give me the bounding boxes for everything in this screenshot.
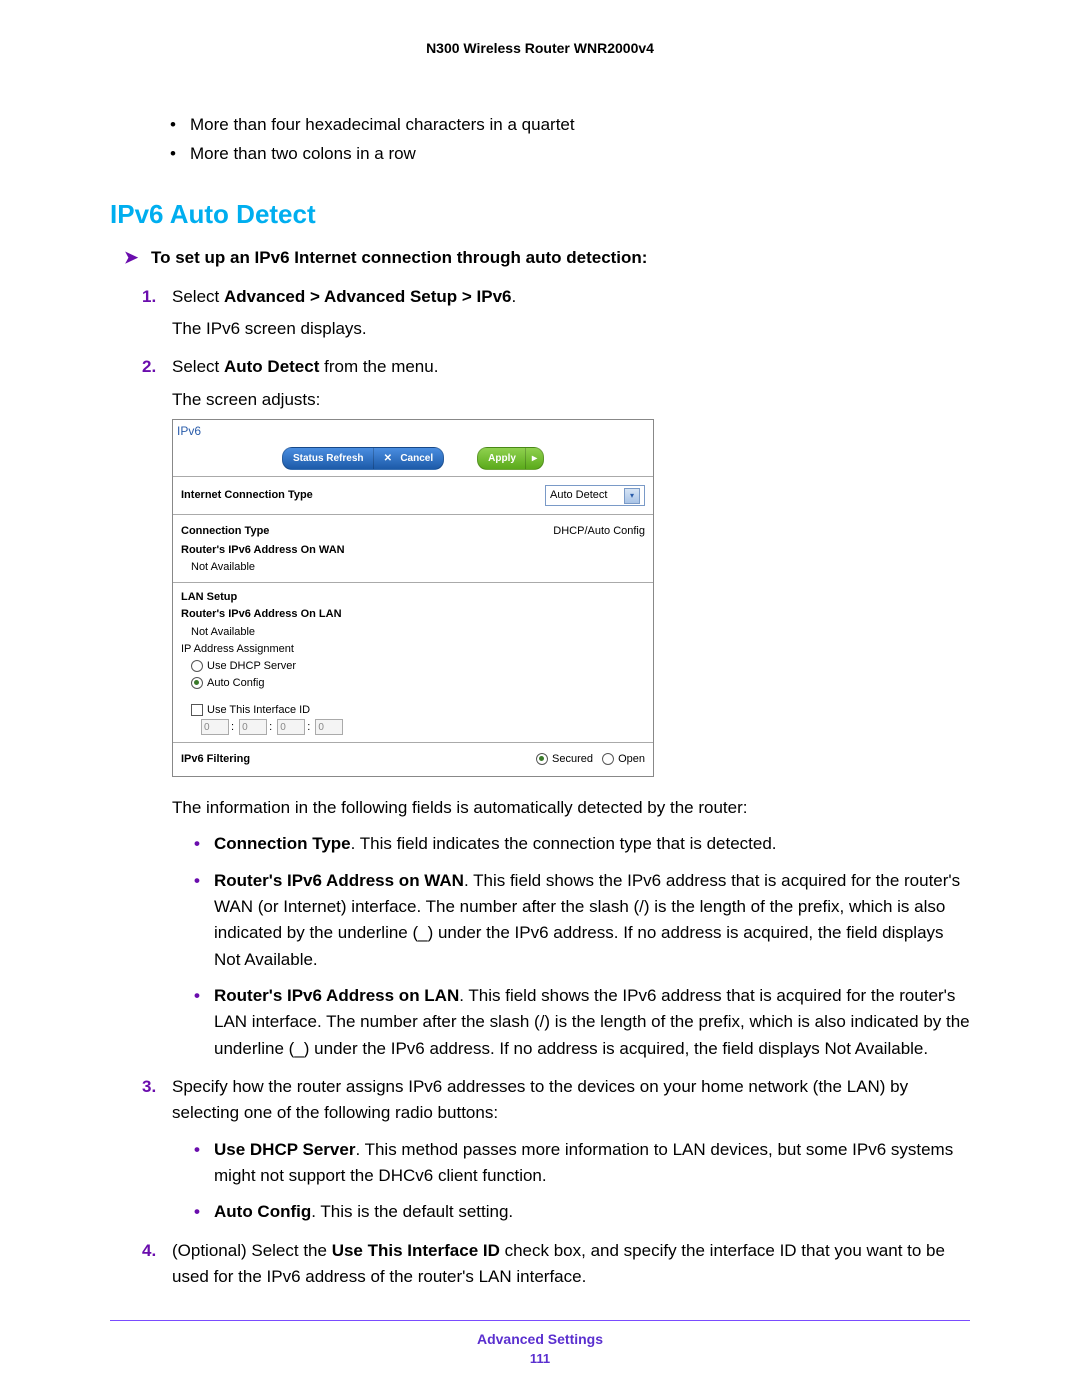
radio-icon [191, 677, 203, 689]
open-radio[interactable] [602, 753, 614, 765]
status-refresh-button[interactable]: Status Refresh [282, 447, 375, 471]
lan-addr-label: Router's IPv6 Address On LAN [181, 606, 645, 623]
field-connection-type: Connection Type. This field indicates th… [194, 831, 970, 857]
page-header: N300 Wireless Router WNR2000v4 [110, 40, 970, 56]
secured-radio[interactable] [536, 753, 548, 765]
checkbox-icon [191, 704, 203, 716]
pointer-arrow-icon: ➤ [124, 248, 138, 267]
bullet-item: More than two colons in a row [170, 140, 970, 169]
field-lan-address: Router's IPv6 Address on LAN. This field… [194, 983, 970, 1062]
apply-arrow-icon[interactable]: ▸ [525, 447, 544, 471]
ict-label: Internet Connection Type [181, 487, 313, 504]
instruction-heading: ➤ To set up an IPv6 Internet connection … [124, 248, 970, 268]
chevron-down-icon: ▾ [624, 488, 640, 504]
step-3: Specify how the router assigns IPv6 addr… [150, 1074, 970, 1226]
page-number: 111 [110, 1351, 970, 1366]
panel-title: IPv6 [173, 420, 653, 443]
iface-input-0[interactable]: 0 [201, 719, 229, 735]
lan-setup-label: LAN Setup [181, 589, 645, 606]
top-bullets: More than four hexadecimal characters in… [110, 111, 970, 169]
iface-id-inputs: 0: 0: 0: 0 [181, 719, 645, 736]
panel-buttons: Status Refresh ✕ Cancel Apply ▸ [173, 443, 653, 477]
iface-input-1[interactable]: 0 [239, 719, 267, 735]
footer-title: Advanced Settings [110, 1331, 970, 1347]
ipv6-config-panel: IPv6 Status Refresh ✕ Cancel Apply ▸ Int… [172, 419, 654, 777]
conn-type-value: DHCP/Auto Config [553, 523, 645, 540]
step-4: (Optional) Select the Use This Interface… [150, 1238, 970, 1291]
wan-addr-value: Not Available [181, 559, 645, 576]
field-wan-address: Router's IPv6 Address on WAN. This field… [194, 868, 970, 973]
auto-detect-intro: The information in the following fields … [172, 795, 970, 821]
wan-addr-label: Router's IPv6 Address On WAN [181, 542, 645, 559]
lan-addr-value: Not Available [181, 624, 645, 641]
apply-button[interactable]: Apply [477, 447, 527, 471]
bullet-item: More than four hexadecimal characters in… [170, 111, 970, 140]
cancel-button[interactable]: ✕ Cancel [373, 447, 445, 471]
ict-select[interactable]: Auto Detect ▾ [545, 485, 645, 506]
step-2: Select Auto Detect from the menu. The sc… [150, 354, 970, 1061]
step-1-sub: The IPv6 screen displays. [172, 316, 970, 342]
instruction-text: To set up an IPv6 Internet connection th… [151, 248, 647, 267]
step-2-sub: The screen adjusts: [172, 387, 970, 413]
footer-divider [110, 1320, 970, 1321]
iface-input-3[interactable]: 0 [315, 719, 343, 735]
filter-options: Secured Open [530, 751, 645, 768]
option-auto-config: Auto Config. This is the default setting… [194, 1199, 970, 1225]
use-iface-checkbox-row[interactable]: Use This Interface ID [181, 702, 645, 719]
ipv6-filter-label: IPv6 Filtering [181, 751, 250, 768]
section-heading: IPv6 Auto Detect [110, 199, 970, 230]
iface-input-2[interactable]: 0 [277, 719, 305, 735]
dhcp-radio-row[interactable]: Use DHCP Server [181, 658, 645, 675]
autoconfig-radio-row[interactable]: Auto Config [181, 675, 645, 692]
step-1: Select Advanced > Advanced Setup > IPv6.… [150, 284, 970, 343]
radio-icon [191, 660, 203, 672]
conn-type-label: Connection Type [181, 523, 269, 540]
ip-assignment-label: IP Address Assignment [181, 641, 645, 658]
option-dhcp: Use DHCP Server. This method passes more… [194, 1137, 970, 1190]
